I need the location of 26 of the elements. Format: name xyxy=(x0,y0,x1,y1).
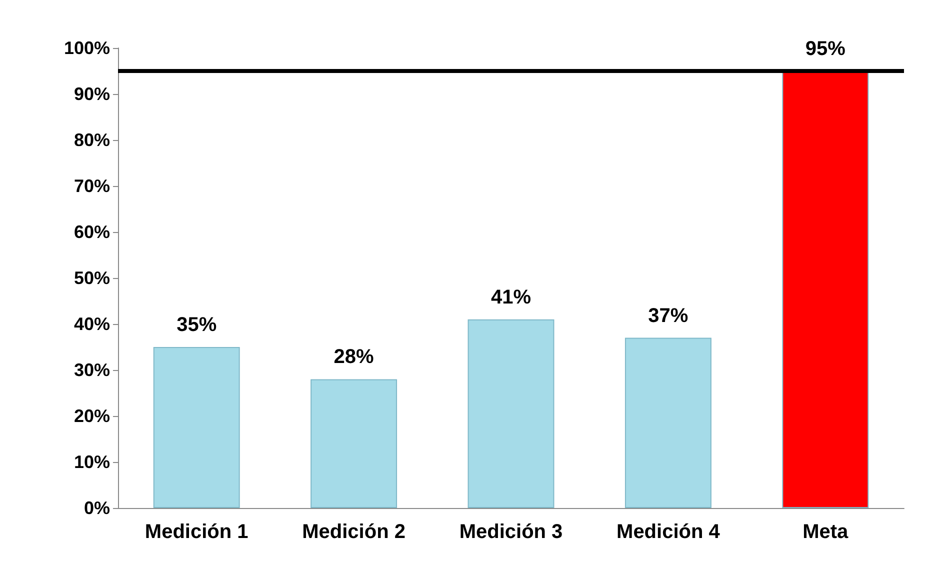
y-tick-label: 0% xyxy=(84,498,110,518)
data-label: 95% xyxy=(805,38,846,60)
bar xyxy=(310,379,398,508)
data-label: 37% xyxy=(648,304,688,327)
x-tick-label: Medición 4 xyxy=(616,521,721,543)
bar xyxy=(153,347,240,508)
y-tick-label: 20% xyxy=(74,406,110,426)
data-label: 35% xyxy=(176,314,217,336)
y-tick-label: 10% xyxy=(74,452,110,472)
y-tick-label: 60% xyxy=(74,222,110,242)
y-tick-label: 90% xyxy=(74,84,110,104)
y-tick-label: 30% xyxy=(74,360,110,380)
bar xyxy=(624,338,712,508)
x-tick-label: Medición 1 xyxy=(144,521,248,543)
y-tick-label: 100% xyxy=(64,38,110,58)
x-tick-label: Medición 2 xyxy=(302,521,406,543)
y-tick-label: 70% xyxy=(74,176,110,196)
y-tick-label: 80% xyxy=(74,130,110,150)
y-tick-label: 40% xyxy=(74,314,110,334)
data-label: 41% xyxy=(490,286,532,308)
bar xyxy=(782,71,869,508)
data-label: 28% xyxy=(334,346,374,368)
x-tick-label: Meta xyxy=(802,521,850,543)
bar xyxy=(468,319,554,508)
y-tick-label: 50% xyxy=(74,268,110,288)
x-tick-label: Medición 3 xyxy=(459,521,563,543)
